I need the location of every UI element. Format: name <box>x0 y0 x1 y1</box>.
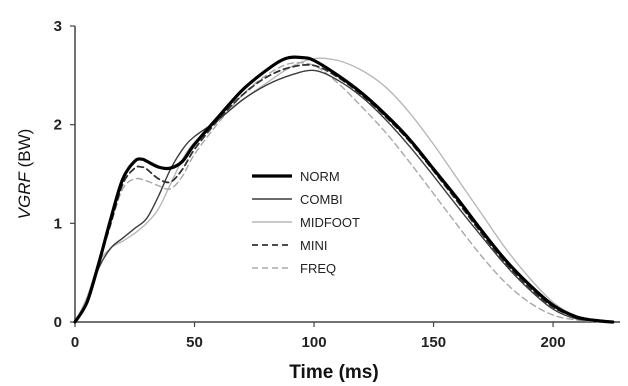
legend-label-freq: FREQ <box>300 261 336 276</box>
y-axis-label-unit: (BW) <box>15 129 34 172</box>
y-axis-label-italic: VGRF <box>15 170 34 219</box>
axes <box>74 26 620 323</box>
series-line-midfoot <box>74 57 614 323</box>
series-line-freq <box>74 61 602 323</box>
series-line-combi <box>74 69 614 323</box>
y-tick-label: 1 <box>54 215 62 232</box>
y-tick-label: 3 <box>54 18 62 35</box>
x-axis-label: Time (ms) <box>289 362 378 383</box>
x-tick-label: 200 <box>541 334 566 351</box>
ticks: 0 50 100 150 200 0 1 2 3 <box>54 18 566 351</box>
legend-label-norm: NORM <box>300 169 340 184</box>
x-tick-label: 100 <box>302 334 327 351</box>
series-line-mini <box>74 63 614 323</box>
legend: NORM COMBI MIDFOOT MINI FREQ <box>252 169 360 276</box>
y-tick-label: 2 <box>54 117 62 134</box>
y-axis-label: VGRF (BW) <box>15 129 34 220</box>
series-line-norm <box>73 55 615 324</box>
legend-label-combi: COMBI <box>300 192 343 207</box>
x-tick-label: 150 <box>421 334 446 351</box>
x-tick-label: 50 <box>186 334 203 351</box>
legend-label-midfoot: MIDFOOT <box>300 215 360 230</box>
legend-label-mini: MINI <box>300 238 327 253</box>
series-lines <box>73 55 615 324</box>
x-tick-label: 0 <box>71 334 79 351</box>
y-tick-label: 0 <box>54 314 62 331</box>
